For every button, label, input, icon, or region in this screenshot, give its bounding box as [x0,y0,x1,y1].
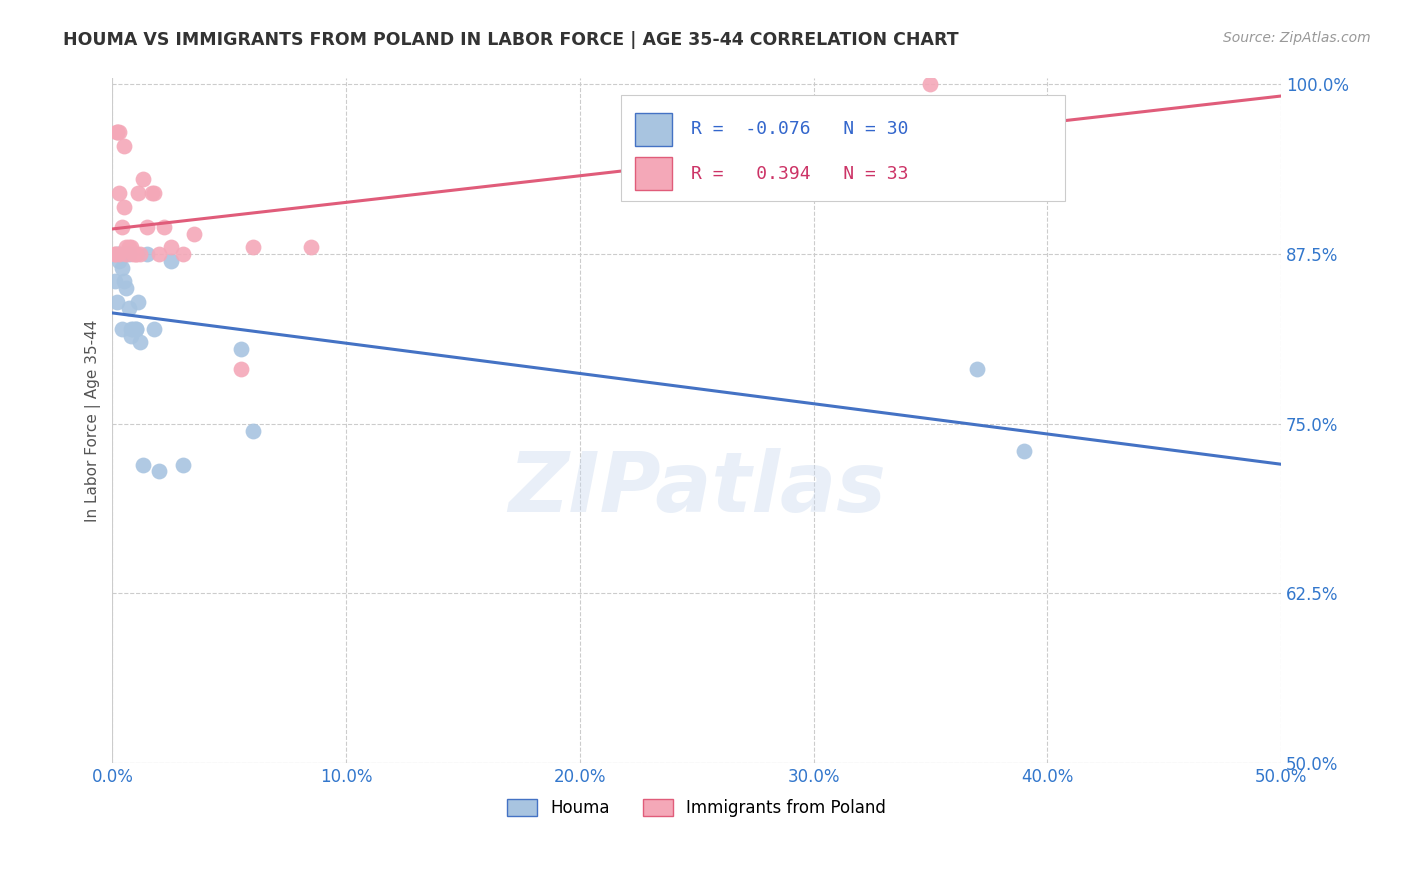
Bar [634,112,672,145]
Point [1012,125,1035,139]
Point [129,335,152,350]
Point [160,240,183,254]
Point [111,260,134,275]
Point [108,253,131,268]
Point [105,247,128,261]
Point [129,247,152,261]
Point [120,328,142,343]
Point [112,274,135,288]
Point [112,247,135,261]
Point [111,322,134,336]
Point [108,186,131,200]
Point [229,362,252,376]
Point [118,301,141,316]
Point [122,322,145,336]
Bar [634,157,672,190]
Point [143,322,166,336]
Point [127,186,149,200]
Point [122,247,145,261]
FancyBboxPatch shape [620,95,1064,201]
Point [132,458,155,472]
Point [125,322,148,336]
Point [104,274,127,288]
Point [108,125,131,139]
Point [118,247,141,261]
Point [111,219,134,234]
Point [118,240,141,254]
Point [160,253,183,268]
Text: ZIPatlas: ZIPatlas [508,449,886,530]
Point [125,247,148,261]
Point [183,227,205,241]
Point [112,200,135,214]
Point [115,247,138,261]
Point [125,322,148,336]
Point [120,322,142,336]
Legend: Houma, Immigrants from Poland: Houma, Immigrants from Poland [501,792,893,823]
Text: R =   0.394   N = 33: R = 0.394 N = 33 [690,165,908,183]
Point [112,138,135,153]
Point [105,125,128,139]
Text: Source: ZipAtlas.com: Source: ZipAtlas.com [1223,31,1371,45]
Point [108,247,131,261]
Point [172,247,194,261]
Point [105,125,128,139]
Point [104,247,127,261]
Point [108,247,131,261]
Y-axis label: In Labor Force | Age 35-44: In Labor Force | Age 35-44 [86,319,101,522]
Point [143,186,166,200]
Point [229,342,252,356]
Point [105,294,128,309]
Point [125,247,148,261]
Point [148,464,170,478]
Point [153,219,176,234]
Point [136,247,159,261]
Point [104,247,127,261]
Point [136,219,159,234]
Point [132,172,155,186]
Point [242,424,264,438]
Point [115,247,138,261]
Point [115,240,138,254]
Point [127,294,149,309]
Point [148,247,170,261]
Point [966,362,988,376]
Point [141,186,163,200]
Point [115,281,138,295]
Point [242,240,264,254]
Point [920,78,942,92]
Text: R =  -0.076   N = 30: R = -0.076 N = 30 [690,120,908,138]
Point [172,458,194,472]
Text: HOUMA VS IMMIGRANTS FROM POLAND IN LABOR FORCE | AGE 35-44 CORRELATION CHART: HOUMA VS IMMIGRANTS FROM POLAND IN LABOR… [63,31,959,49]
Point [120,240,142,254]
Point [299,240,322,254]
Point [1012,444,1035,458]
